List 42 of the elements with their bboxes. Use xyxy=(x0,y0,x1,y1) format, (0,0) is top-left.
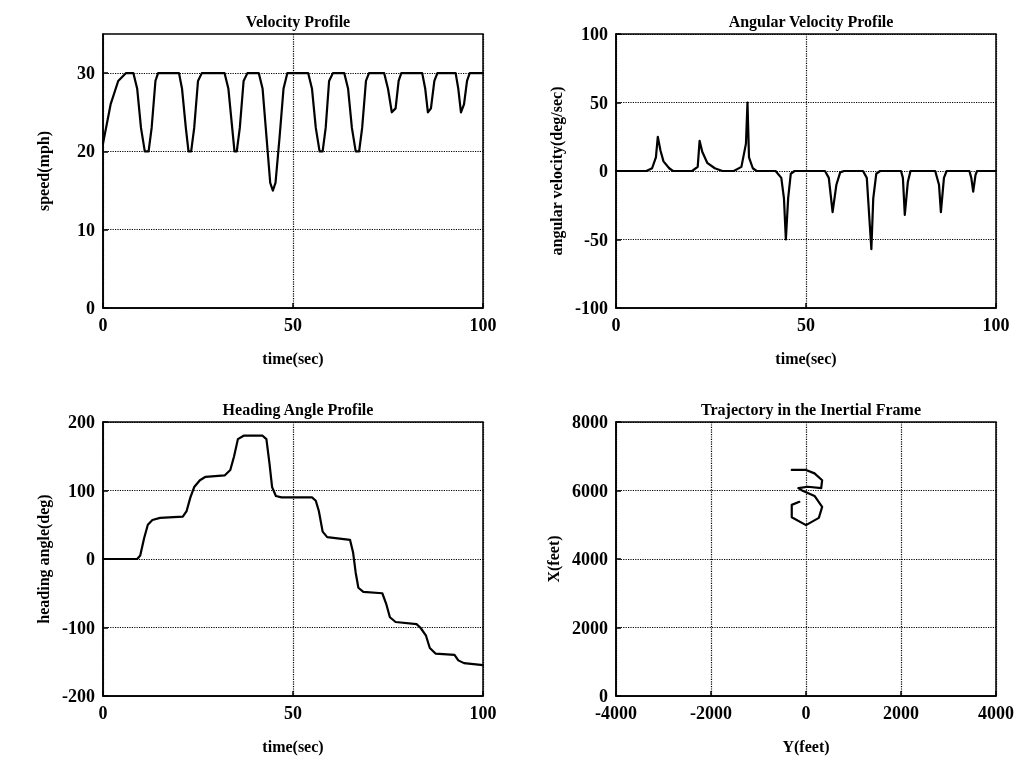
y-tick-label: 4000 xyxy=(572,549,608,569)
x-tick-label: 4000 xyxy=(978,703,1014,723)
x-tick-label: 100 xyxy=(469,703,497,723)
y-tick-label: -100 xyxy=(575,298,608,318)
x-tick-label: 50 xyxy=(284,315,302,335)
y-tick-label: 50 xyxy=(590,92,608,113)
x-axis-title: Y(feet) xyxy=(782,737,830,756)
y-tick-label: 6000 xyxy=(572,480,608,501)
chart-title: Angular Velocity Profile xyxy=(728,12,894,31)
y-tick-label: 30 xyxy=(77,63,95,84)
x-tick-label: -4000 xyxy=(595,703,637,723)
y-tick-label: 0 xyxy=(86,298,95,318)
y-tick-label: 0 xyxy=(599,161,608,181)
y-tick-label: -50 xyxy=(584,229,608,250)
x-axis-title: time(sec) xyxy=(775,349,837,368)
y-tick-label: 0 xyxy=(86,549,95,569)
x-axis-title: time(sec) xyxy=(262,349,324,368)
x-tick-label: 50 xyxy=(284,703,302,723)
y-axis-title: heading angle(deg) xyxy=(34,494,53,624)
y-tick-label: 100 xyxy=(581,24,608,44)
y-tick-label: 2000 xyxy=(572,617,608,638)
y-tick-label: 8000 xyxy=(572,412,608,432)
y-tick-label: -200 xyxy=(62,686,95,706)
y-axis-title: angular velocity(deg/sec) xyxy=(547,86,566,256)
y-tick-label: 20 xyxy=(77,141,95,162)
chart-title: Trajectory in the Inertial Frame xyxy=(700,400,922,419)
y-tick-label: -100 xyxy=(62,617,95,638)
x-tick-label: 50 xyxy=(797,315,815,335)
chart-title: Heading Angle Profile xyxy=(222,400,374,419)
chart-title: Velocity Profile xyxy=(245,12,351,31)
y-axis-title: X(feet) xyxy=(544,535,563,583)
y-tick-label: 100 xyxy=(68,480,95,501)
x-tick-label: 100 xyxy=(982,315,1010,335)
x-axis-title: time(sec) xyxy=(262,737,324,756)
x-tick-label: 2000 xyxy=(883,703,919,723)
x-tick-label: -2000 xyxy=(690,703,732,723)
y-axis-title: speed(mph) xyxy=(34,130,53,212)
x-tick-label: 0 xyxy=(801,703,811,723)
y-tick-label: 200 xyxy=(68,412,95,432)
y-tick-label: 0 xyxy=(599,686,608,706)
y-tick-label: 10 xyxy=(77,219,95,240)
x-tick-label: 100 xyxy=(469,315,497,335)
